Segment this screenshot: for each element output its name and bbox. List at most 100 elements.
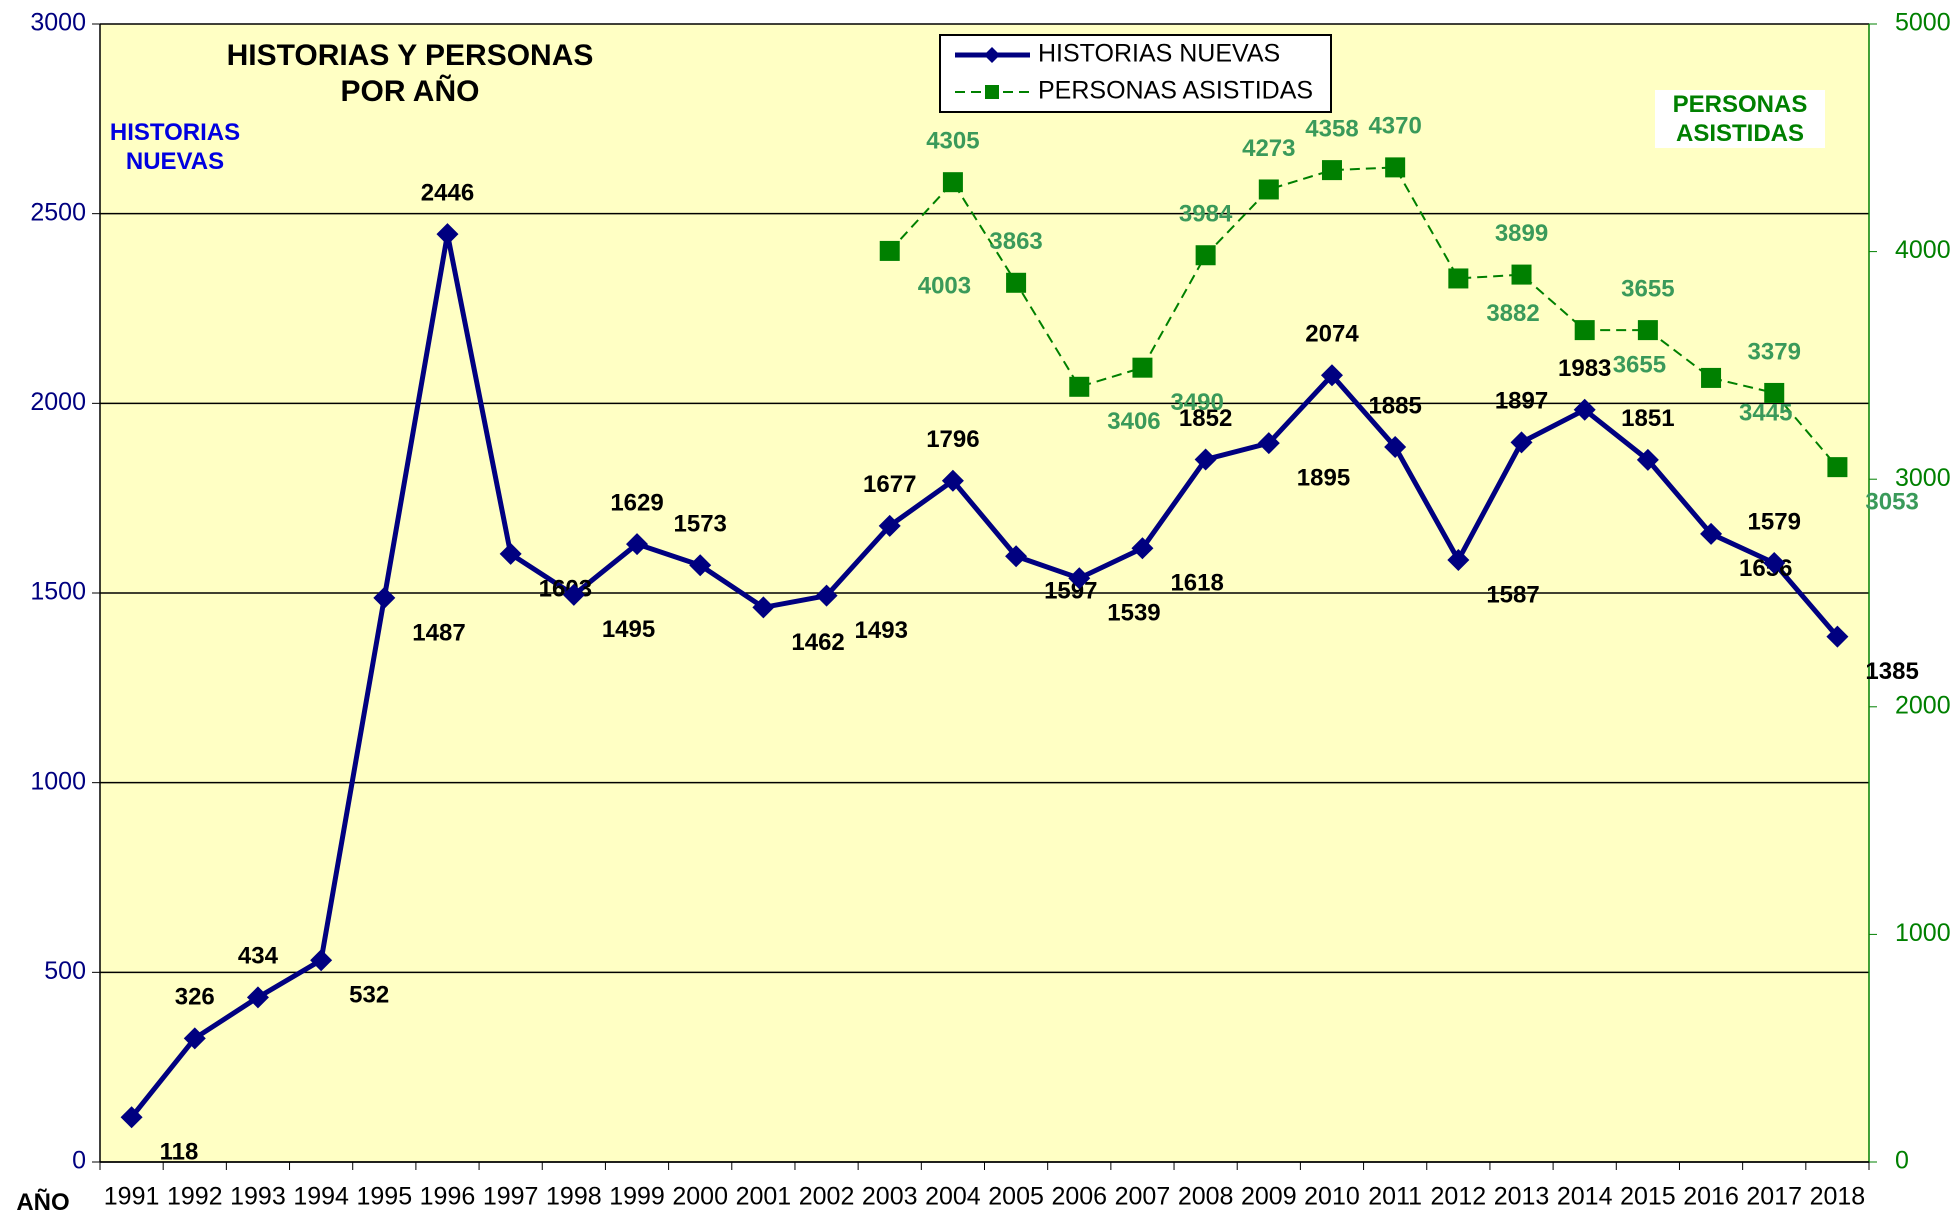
marker	[942, 172, 963, 193]
marker	[1321, 160, 1342, 181]
x-tick-label: 2013	[1494, 1183, 1550, 1211]
marker	[246, 986, 269, 1009]
marker	[1195, 245, 1216, 266]
marker	[879, 240, 900, 261]
data-label: 3655	[1613, 351, 1666, 378]
data-label: 1487	[412, 619, 465, 646]
marker	[1005, 545, 1028, 568]
data-label: 2074	[1305, 321, 1359, 348]
data-label: 1573	[674, 511, 727, 538]
data-label: 1852	[1179, 405, 1232, 432]
y2-tick-label: 4000	[1895, 236, 1951, 264]
marker	[878, 514, 901, 537]
data-label: 3984	[1179, 201, 1233, 228]
x-tick-label: 1994	[293, 1183, 349, 1211]
y-tick-label: 2000	[30, 388, 86, 416]
marker	[1573, 398, 1596, 421]
data-label: 1851	[1621, 405, 1674, 432]
series-line	[129, 233, 1840, 1119]
marker	[752, 596, 775, 619]
y-tick-label: 3000	[30, 9, 86, 37]
data-label: 1677	[863, 471, 916, 498]
marker	[1511, 264, 1532, 285]
legend-marker	[985, 85, 999, 99]
x-tick-label: 2015	[1620, 1183, 1676, 1211]
marker	[1701, 367, 1722, 388]
x-tick-label: 1998	[546, 1183, 602, 1211]
marker	[120, 1106, 143, 1129]
data-label: 1462	[791, 629, 844, 656]
marker	[373, 586, 396, 609]
data-label: 434	[238, 943, 279, 970]
marker	[1448, 268, 1469, 289]
y2-axis-label: PERSONAS ASISTIDAS	[1655, 90, 1825, 148]
data-label: 532	[349, 982, 389, 1009]
marker	[1700, 522, 1723, 545]
data-label: 3445	[1739, 399, 1792, 426]
data-label: 1656	[1739, 555, 1792, 582]
data-label: 4003	[918, 272, 971, 299]
x-tick-label: 2017	[1746, 1183, 1802, 1211]
x-tick-label: 2000	[672, 1183, 728, 1211]
data-label: 1587	[1486, 581, 1539, 608]
marker	[183, 1027, 206, 1050]
x-tick-label: 2002	[799, 1183, 855, 1211]
marker	[1194, 448, 1217, 471]
marker	[689, 554, 712, 577]
x-tick-label: 1993	[230, 1183, 286, 1211]
marker	[1131, 537, 1154, 560]
data-label: 1629	[610, 489, 663, 516]
legend-box	[939, 34, 1332, 113]
data-label: 1539	[1107, 600, 1160, 627]
legend-label: PERSONAS ASISTIDAS	[1038, 77, 1313, 105]
data-label: 1493	[855, 617, 908, 644]
y-tick-label: 0	[72, 1147, 86, 1175]
x-tick-label: 1996	[420, 1183, 476, 1211]
data-label: 1796	[926, 426, 979, 453]
marker	[1764, 382, 1785, 403]
data-label: 1895	[1297, 465, 1350, 492]
x-tick-label: 2004	[925, 1183, 981, 1211]
x-tick-label: 2016	[1683, 1183, 1739, 1211]
y2-tick-label: 3000	[1895, 464, 1951, 492]
data-label: 3863	[989, 228, 1042, 255]
data-label: 3655	[1621, 275, 1674, 302]
x-tick-label: 2008	[1178, 1183, 1234, 1211]
x-tick-label: 1991	[104, 1183, 160, 1211]
x-tick-label: 2001	[736, 1183, 792, 1211]
x-tick-label: 1999	[609, 1183, 665, 1211]
y2-tick-label: 0	[1895, 1147, 1909, 1175]
marker	[1258, 179, 1279, 200]
x-tick-label: 2012	[1431, 1183, 1487, 1211]
data-label: 3406	[1107, 408, 1160, 435]
marker	[1637, 320, 1658, 341]
data-label: 1385	[1865, 658, 1918, 685]
data-label: 3882	[1486, 300, 1539, 327]
marker	[1636, 448, 1659, 471]
data-label: 1885	[1368, 392, 1421, 419]
data-label: 1579	[1748, 508, 1801, 535]
y-tick-label: 1500	[30, 578, 86, 606]
marker	[1574, 320, 1595, 341]
marker	[1510, 431, 1533, 454]
marker	[1385, 157, 1406, 178]
data-label: 4370	[1368, 113, 1421, 140]
marker	[1826, 625, 1849, 648]
data-label: 2446	[421, 179, 474, 206]
x-axis-label: AÑO	[16, 1189, 70, 1216]
data-label: 326	[175, 984, 215, 1011]
series-line	[888, 166, 1839, 468]
marker	[310, 949, 333, 972]
y-tick-label: 2500	[30, 198, 86, 226]
x-tick-label: 2003	[862, 1183, 918, 1211]
data-label: 1603	[539, 575, 592, 602]
marker	[1068, 567, 1091, 590]
data-label: 1897	[1495, 388, 1548, 415]
legend-label: HISTORIAS NUEVAS	[1038, 40, 1280, 68]
y2-tick-label: 1000	[1895, 919, 1951, 947]
data-label: 3053	[1865, 488, 1918, 515]
legend: HISTORIAS NUEVAS PERSONAS ASISTIDAS	[939, 34, 1332, 113]
data-label: 1983	[1558, 355, 1611, 382]
marker	[1069, 376, 1090, 397]
